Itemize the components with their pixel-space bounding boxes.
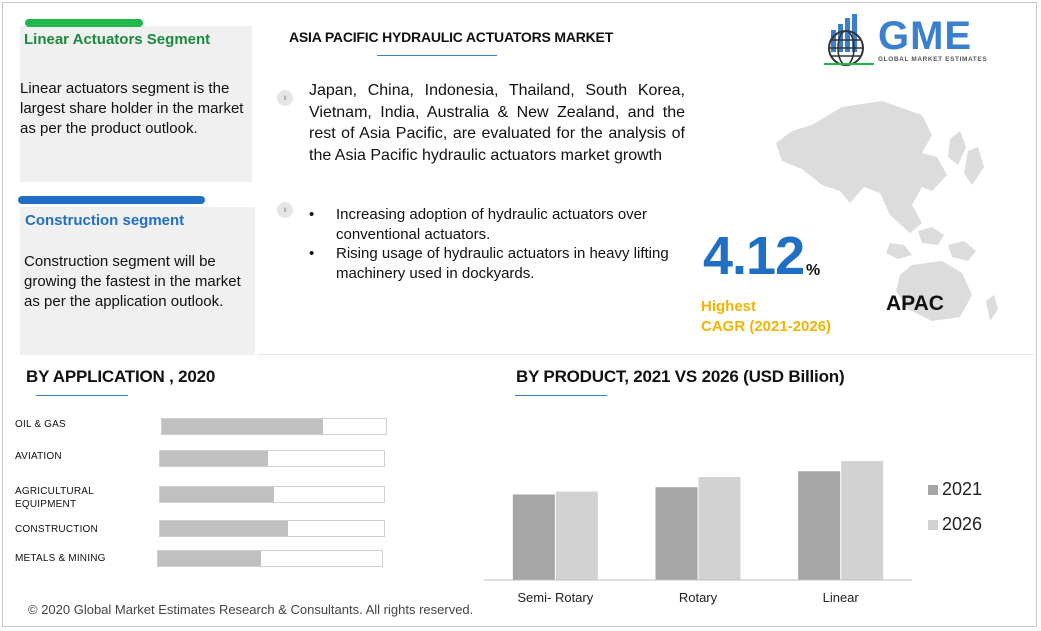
app-label-construction: CONSTRUCTION xyxy=(15,524,98,535)
product-section-title: BY PRODUCT, 2021 VS 2026 (USD Billion) xyxy=(516,367,845,386)
bar-2026-semi-rotary xyxy=(555,491,598,580)
bar-2021-linear xyxy=(798,471,841,580)
card-accent-bar-green xyxy=(25,19,143,27)
legend-swatch xyxy=(928,484,938,495)
drivers-list: Increasing adoption of hydraulic actuato… xyxy=(309,205,689,283)
card-title-construction: Construction segment xyxy=(25,212,185,229)
app-label-metals-mining: METALS & MINING xyxy=(15,553,106,564)
page-title: ASIA PACIFIC HYDRAULIC ACTUATORS MARKET xyxy=(289,29,614,45)
bar-2021-rotary xyxy=(655,487,698,580)
section-divider xyxy=(258,354,1034,355)
app-bar-fill xyxy=(162,419,324,434)
bar-2026-linear xyxy=(841,461,884,580)
x-tick-label: Linear xyxy=(823,590,860,605)
app-bar-aviation xyxy=(159,450,385,467)
list-item: Rising usage of hydraulic actuators in h… xyxy=(309,244,689,283)
legend-label: 2021 xyxy=(942,479,983,499)
legend-item-2021: 2021 xyxy=(928,479,982,500)
legend-item-2026: 2026 xyxy=(928,514,982,535)
cagr-unit: % xyxy=(806,262,821,279)
card-construction xyxy=(20,207,255,355)
app-bar-agricultural xyxy=(159,486,385,503)
app-label-aviation: AVIATION xyxy=(15,451,62,462)
product-title-underline xyxy=(515,395,607,396)
cagr-label-line1: Highest xyxy=(701,298,757,315)
legend-swatch xyxy=(928,519,938,530)
bar-2021-semi-rotary xyxy=(512,494,555,580)
application-title-underline xyxy=(36,395,128,396)
app-bar-construction xyxy=(159,520,385,537)
bar-2026-rotary xyxy=(698,477,741,580)
cagr-label-line2: CAGR (2021-2026) xyxy=(701,318,832,335)
list-item: Increasing adoption of hydraulic actuato… xyxy=(309,205,689,244)
globe-bars-icon xyxy=(822,12,876,66)
x-tick-label: Rotary xyxy=(679,590,718,605)
card-title-linear: Linear Actuators Segment xyxy=(24,31,211,48)
gme-logo: GME GLOBAL MARKET ESTIMATES xyxy=(822,12,1008,67)
application-section-title: BY APPLICATION , 2020 xyxy=(26,367,216,386)
asia-pacific-map xyxy=(776,101,998,321)
card-body-construction: Construction segment will be growing the… xyxy=(24,253,241,310)
card-linear-actuators xyxy=(20,26,252,182)
app-bar-metals-mining xyxy=(157,550,383,567)
logo-subtitle: GLOBAL MARKET ESTIMATES xyxy=(878,56,988,63)
region-label: APAC xyxy=(886,292,944,315)
copyright-footer: © 2020 Global Market Estimates Research … xyxy=(28,602,474,617)
chevron-right-icon: › xyxy=(277,202,293,218)
chevron-right-icon: › xyxy=(277,90,293,106)
title-underline xyxy=(377,55,497,56)
app-bar-fill xyxy=(158,551,262,566)
app-bar-fill xyxy=(160,451,268,466)
card-accent-bar-blue xyxy=(18,196,205,204)
cagr-value: 4.12 xyxy=(703,226,805,286)
app-label-agricultural: AGRICULTURAL EQUIPMENT xyxy=(15,486,94,510)
product-bar-chart: Semi- Rotary Rotary Linear xyxy=(484,461,912,605)
app-label-oil-gas: OIL & GAS xyxy=(15,419,66,430)
card-body-linear: Linear actuators segment is the largest … xyxy=(20,80,244,137)
app-bar-fill xyxy=(160,521,288,536)
app-bar-fill xyxy=(160,487,275,502)
logo-wordmark: GME xyxy=(878,14,973,58)
app-bar-oil-gas xyxy=(161,418,387,435)
legend-label: 2026 xyxy=(942,514,983,534)
x-tick-label: Semi- Rotary xyxy=(517,590,593,605)
market-description: Japan, China, Indonesia, Thailand, South… xyxy=(309,82,685,164)
